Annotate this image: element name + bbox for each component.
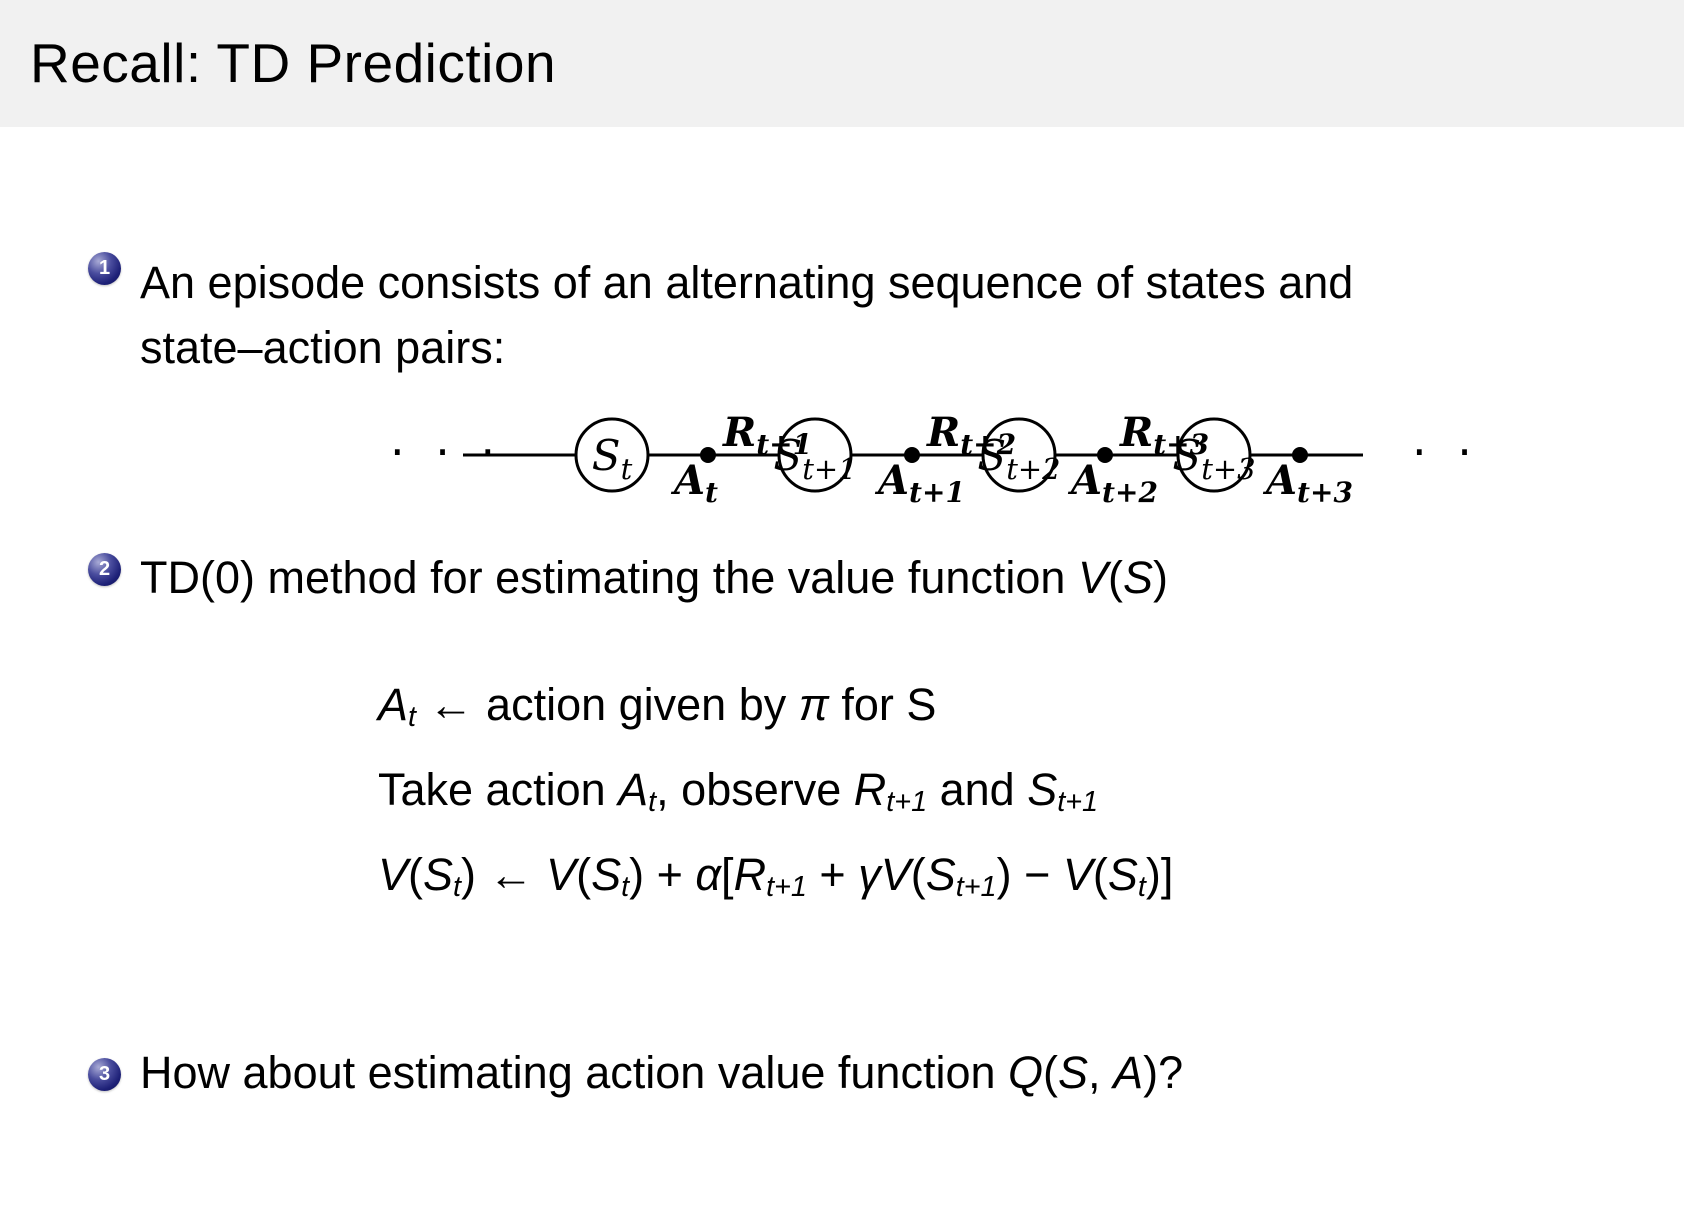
state-label-4: St+3 xyxy=(1172,431,1255,486)
bullet-item-1-line-1: An episode consists of an alternating se… xyxy=(140,257,1354,308)
state-label-2: St+1 xyxy=(773,431,856,486)
bullet-item-1-line-2: state–action pairs: xyxy=(140,322,506,373)
action-label-3: At+2 xyxy=(1067,457,1158,509)
td0-algorithm-block: At ← action given by π for S Take action… xyxy=(378,662,1173,917)
slide-title: Recall: TD Prediction xyxy=(30,32,557,94)
bullet-item-1-text: An episode consists of an alternating se… xyxy=(140,250,1353,380)
state-label-1: St xyxy=(592,431,633,486)
slide-header: Recall: TD Prediction xyxy=(0,0,1684,127)
action-node-2 xyxy=(904,447,920,463)
algorithm-line-1: At ← action given by π for S xyxy=(378,679,937,734)
action-node-1 xyxy=(700,447,716,463)
state-node-4 xyxy=(1176,417,1252,493)
state-transition-diagram: · · · St St+1 St+2 St+3 Rt+1 Rt+2 Rt+3 A… xyxy=(390,409,1490,509)
state-node-1 xyxy=(574,417,650,493)
action-label-2: At+1 xyxy=(874,457,965,509)
reward-label-3: Rt+3 xyxy=(1119,409,1209,461)
algorithm-line-3: V(St) ← V(St) + α[Rt+1 + γV(St+1) − V(St… xyxy=(378,849,1174,904)
state-node-2 xyxy=(777,417,853,493)
action-node-3 xyxy=(1097,447,1113,463)
right-ellipsis: · · · xyxy=(1412,425,1490,479)
algorithm-line-2: Take action At, observe Rt+1 and St+1 xyxy=(378,764,1099,819)
reward-label-2: Rt+2 xyxy=(926,409,1016,461)
action-label-1: At xyxy=(670,457,718,509)
item-number-badge-1: 1 xyxy=(88,252,121,285)
action-label-4: At+3 xyxy=(1262,457,1353,509)
state-node-3 xyxy=(981,417,1057,493)
state-label-3: St+2 xyxy=(977,431,1060,486)
bullet-item-2-text: TD(0) method for estimating the value fu… xyxy=(140,545,1168,610)
bullet-item-3-line-1: How about estimating action value functi… xyxy=(140,1047,1184,1098)
bullet-item-3-text: How about estimating action value functi… xyxy=(140,1040,1183,1105)
left-ellipsis: · · · xyxy=(390,425,503,479)
reward-label-1: Rt+1 xyxy=(722,409,812,461)
bullet-item-2-line-1: TD(0) method for estimating the value fu… xyxy=(140,552,1168,603)
action-node-4 xyxy=(1292,447,1308,463)
item-number-badge-3: 3 xyxy=(88,1058,121,1091)
item-number-badge-2: 2 xyxy=(88,553,121,586)
